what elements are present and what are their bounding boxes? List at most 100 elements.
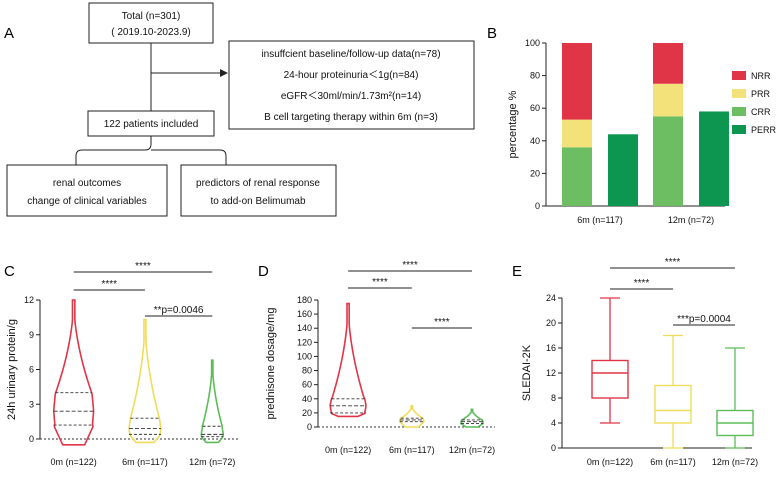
y-axis-label: 24h urinary protein/g <box>6 319 18 420</box>
y-tick-label: 0 <box>551 443 556 453</box>
exclusion-item: B cell targeting therapy within 6m (n=3) <box>264 112 438 123</box>
y-tick-label: 80 <box>302 366 312 376</box>
violin-2 <box>459 408 485 428</box>
bar-crr <box>562 147 592 206</box>
x-tick-label: 12m (n=72) <box>449 445 495 455</box>
violin-0 <box>329 302 367 418</box>
total-period: ( 2019.10-2023.9) <box>111 27 191 38</box>
included-count: 122 patients included <box>104 119 199 130</box>
chart-d: 0 20 40 60 80 100 120 140 160 180 prednisone dosag… <box>265 260 495 455</box>
y-tick-label: 9 <box>29 330 34 340</box>
legend-swatch-prr <box>732 89 746 98</box>
y-tick-label: 12 <box>546 368 556 378</box>
x-tick-label: 6m (n=117) <box>122 457 168 467</box>
outcome-right-line2: to add-on Belimumab <box>210 196 305 207</box>
y-axis-label: percentage % <box>507 90 519 158</box>
legend-label: PERR <box>751 125 777 135</box>
y-tick-label: 24 <box>546 293 556 303</box>
bar-crr <box>653 116 683 206</box>
x-tick-label: 0m (n=122) <box>587 457 633 467</box>
chart-c: 0 3 6 9 12 24h urinary protein/g 0m (n=122) 6m … <box>6 261 238 467</box>
y-tick-label: 3 <box>29 399 34 409</box>
violin-1 <box>398 405 425 428</box>
bar-prr <box>562 119 592 148</box>
legend-swatch-nrr <box>732 71 746 80</box>
chart-e: 0 4 8 12 16 20 24 SLEDAI-2K 0m (n=122) 6m (n=117)… <box>521 257 758 467</box>
y-tick-label: 8 <box>551 393 556 403</box>
y-tick-label: 140 <box>297 323 312 333</box>
exclusion-item: 24-hour proteinuria＜1g(n=84) <box>284 70 419 81</box>
y-tick-label: 100 <box>525 38 540 48</box>
x-tick-label: 12m (n=72) <box>189 457 235 467</box>
outcome-left-line1: renal outcomes <box>53 178 121 189</box>
bar-prr <box>653 83 683 117</box>
significance-label: ***p=0.0004 <box>677 314 731 325</box>
y-tick-label: 20 <box>302 408 312 418</box>
total-box <box>88 2 214 44</box>
y-tick-label: 20 <box>546 318 556 328</box>
panel-letter-b: B <box>487 25 497 42</box>
y-tick-label: 120 <box>297 337 312 347</box>
legend-swatch-crr <box>732 107 746 116</box>
y-tick-label: 60 <box>302 380 312 390</box>
outcome-box-right <box>180 164 337 217</box>
significance-label: **** <box>634 278 650 289</box>
y-tick-label: 40 <box>302 394 312 404</box>
exclusion-box <box>228 40 475 130</box>
total-count: Total (n=301) <box>122 11 181 22</box>
y-axis-label: SLEDAI-2K <box>521 344 533 401</box>
violin-1 <box>128 318 162 444</box>
y-tick-label: 4 <box>551 418 556 428</box>
panel-letter-d: D <box>258 263 269 280</box>
legend-label: NRR <box>751 71 771 81</box>
x-tick-label: 6m (n=117) <box>650 457 696 467</box>
exclusion-item: eGFR＜30ml/min/1.73m²(n=14) <box>281 91 421 102</box>
chart-b: 0 20 40 60 80 100 percentage % 6m (n=117) 12m (n… <box>507 38 777 225</box>
flowchart: Total (n=301) ( 2019.10-2023.9) insuffci… <box>6 2 475 217</box>
violin-0 <box>52 299 95 446</box>
included-box <box>87 110 215 137</box>
panel-letter-e: E <box>512 263 522 280</box>
outcome-right-line1: predictors of renal response <box>196 178 320 189</box>
violin-2 <box>200 359 225 444</box>
y-tick-label: 80 <box>530 71 540 81</box>
legend-swatch-perr <box>732 125 746 134</box>
y-tick-label: 60 <box>530 103 540 113</box>
significance-label: **p=0.0046 <box>154 305 204 316</box>
outcome-box-left <box>6 164 168 217</box>
significance-label: **** <box>434 317 450 328</box>
box-0 <box>591 359 629 399</box>
y-tick-label: 6 <box>29 365 34 375</box>
bar-perr <box>699 111 729 206</box>
legend-label: PRR <box>751 89 771 99</box>
x-tick-label: 6m (n=117) <box>577 215 623 225</box>
y-tick-label: 20 <box>530 168 540 178</box>
significance-label: **** <box>102 279 118 290</box>
box-1 <box>654 384 692 424</box>
outcome-left-line2: change of clinical variables <box>27 196 147 207</box>
x-tick-label: 6m (n=117) <box>389 445 435 455</box>
y-axis-label: prednisone dosage/mg <box>265 308 277 420</box>
y-tick-label: 0 <box>29 434 34 444</box>
y-tick-label: 40 <box>530 136 540 146</box>
flow-brace <box>75 136 227 165</box>
y-tick-label: 160 <box>297 309 312 319</box>
x-tick-label: 12m (n=72) <box>668 215 714 225</box>
significance-label: **** <box>402 260 418 271</box>
legend-label: CRR <box>751 107 771 117</box>
panel-letter-c: C <box>4 263 15 280</box>
bar-nrr <box>653 43 683 84</box>
x-tick-label: 0m (n=122) <box>51 457 97 467</box>
y-tick-label: 180 <box>297 295 312 305</box>
y-tick-label: 12 <box>24 295 34 305</box>
y-tick-label: 100 <box>297 351 312 361</box>
flow-arrowhead <box>220 69 228 77</box>
panel-letter-a: A <box>4 25 14 42</box>
bar-perr <box>608 134 638 206</box>
y-tick-label: 0 <box>535 201 540 211</box>
y-tick-label: 0 <box>307 422 312 432</box>
bar-nrr <box>562 43 592 120</box>
exclusion-item: insuffcient baseline/follow-up data(n=78… <box>261 49 440 60</box>
significance-label: **** <box>372 277 388 288</box>
